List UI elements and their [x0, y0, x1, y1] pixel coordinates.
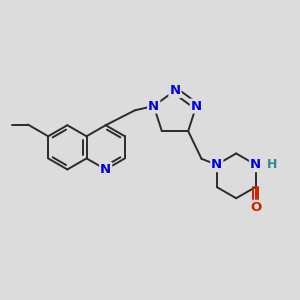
Text: O: O: [250, 201, 261, 214]
Text: N: N: [100, 163, 111, 176]
Text: N: N: [191, 100, 202, 112]
Text: N: N: [250, 158, 261, 171]
Text: H: H: [267, 158, 278, 171]
Text: N: N: [148, 100, 159, 112]
Text: N: N: [169, 84, 181, 97]
Text: N: N: [211, 158, 222, 171]
